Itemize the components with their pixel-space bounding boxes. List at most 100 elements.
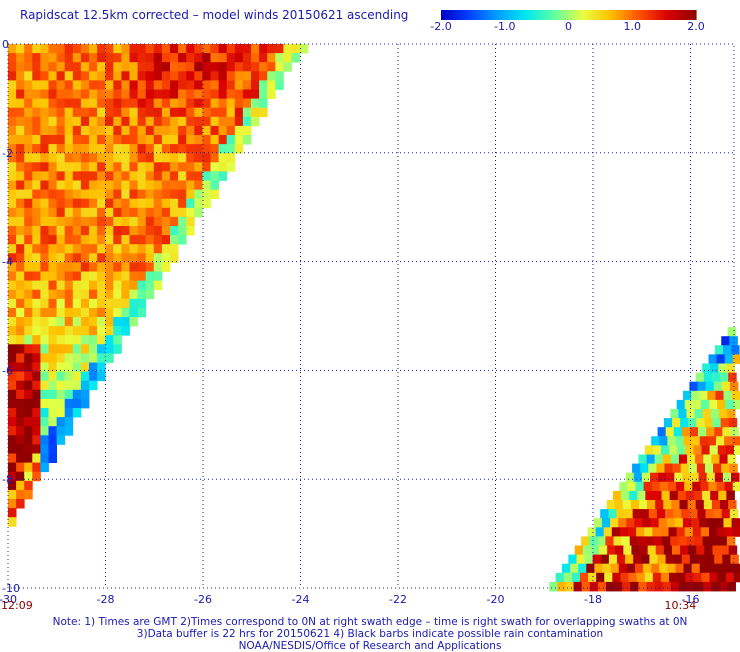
swath-cell [186,226,195,236]
swath-cell [226,98,236,109]
swath-cell [129,98,138,109]
swath-cell [8,89,17,99]
swath-cell [64,244,74,254]
swath-cell [32,62,41,72]
swath-cell [97,144,106,154]
swath-cell [89,244,98,254]
swath-cell [153,71,163,81]
swath-cell [603,527,613,537]
swath-cell [97,298,106,309]
swath-cell [72,144,82,154]
swath-cell [16,235,25,245]
swath-cell [137,298,147,309]
swath-cell [24,353,33,363]
swath-cell [72,298,82,309]
swath-cell [48,198,57,209]
swath-cell [89,317,98,327]
swath-cell [218,62,228,72]
swath-cell [703,372,713,383]
swath-cell [620,572,629,583]
swath-cell [178,116,187,127]
colorbar-segment [664,10,669,20]
swath-cell [218,71,228,81]
swath-cell [129,271,138,281]
swath-cell [48,53,57,63]
swath-cell [145,289,155,300]
swath-cell [684,527,694,537]
swath-cell [637,490,646,501]
colorbar-segment [580,10,586,20]
y-tick-label: -2 [2,147,13,160]
swath-cell [711,500,721,510]
swath-cell [599,545,608,555]
swath-cell [24,153,33,163]
swath-cell [16,326,25,336]
swath-cell [97,207,106,218]
swath-cell [721,463,730,474]
swath-cell [16,262,25,272]
swath-cell [64,262,74,272]
swath-cell [56,298,66,309]
colorbar-segment [476,10,482,20]
swath-cell [16,435,25,445]
swath-cell [64,44,74,54]
swath-cell [24,389,33,400]
swath-cell [105,98,114,109]
swath-cell [669,572,678,583]
swath-cell [622,500,632,510]
swath-cell [40,444,49,454]
swath-cell [129,298,138,309]
swath-cell [32,89,41,99]
swath-cell [576,554,585,565]
swath-cell [226,162,236,172]
swath-cell [194,125,203,136]
swath-cell [612,490,622,501]
swath-cell [72,317,82,327]
swath-cell [80,80,90,90]
swath-cell [194,116,203,127]
swath-cell [121,326,130,336]
swath-cell [129,107,138,118]
swath-cell [194,53,203,63]
swath-cell [170,216,179,227]
colorbar-segment [612,10,617,20]
swath-cell [129,135,138,145]
swath-cell [145,180,155,190]
swath-cell [97,216,106,227]
swath-cell [24,444,33,454]
swath-cell [16,80,25,90]
swath-cell [717,572,727,583]
swath-cell [677,490,687,501]
swath-cell [129,189,138,200]
swath-cell [202,162,211,172]
swath-cell [80,62,90,72]
swath-cell [24,344,33,354]
swath-cell [113,153,122,163]
swath-cell [97,171,106,181]
swath-cell [97,198,106,209]
swath-cell [178,144,187,154]
swath-cell [64,98,74,109]
swath-cell [64,162,74,172]
swath-cell [663,418,673,428]
swath-cell [72,353,82,363]
swath-cell [562,563,571,574]
swath-cell [113,171,122,181]
swath-cell [186,53,195,63]
swath-cell [703,581,712,592]
swath-cell [40,417,49,427]
swath-cell [623,545,632,555]
colorbar-tick-label: -2.0 [430,20,452,33]
swath-cell [89,226,98,236]
swath-cell [251,116,260,127]
swath-cell [8,499,17,509]
swath-cell [678,409,687,419]
swath-cell [722,554,731,565]
swath-cell [658,518,668,528]
swath-cell [32,453,41,463]
swath-cell [80,180,90,190]
swath-cell [627,527,637,537]
swath-cell [32,307,41,318]
swath-cell [64,326,74,336]
swath-cell [695,372,705,383]
